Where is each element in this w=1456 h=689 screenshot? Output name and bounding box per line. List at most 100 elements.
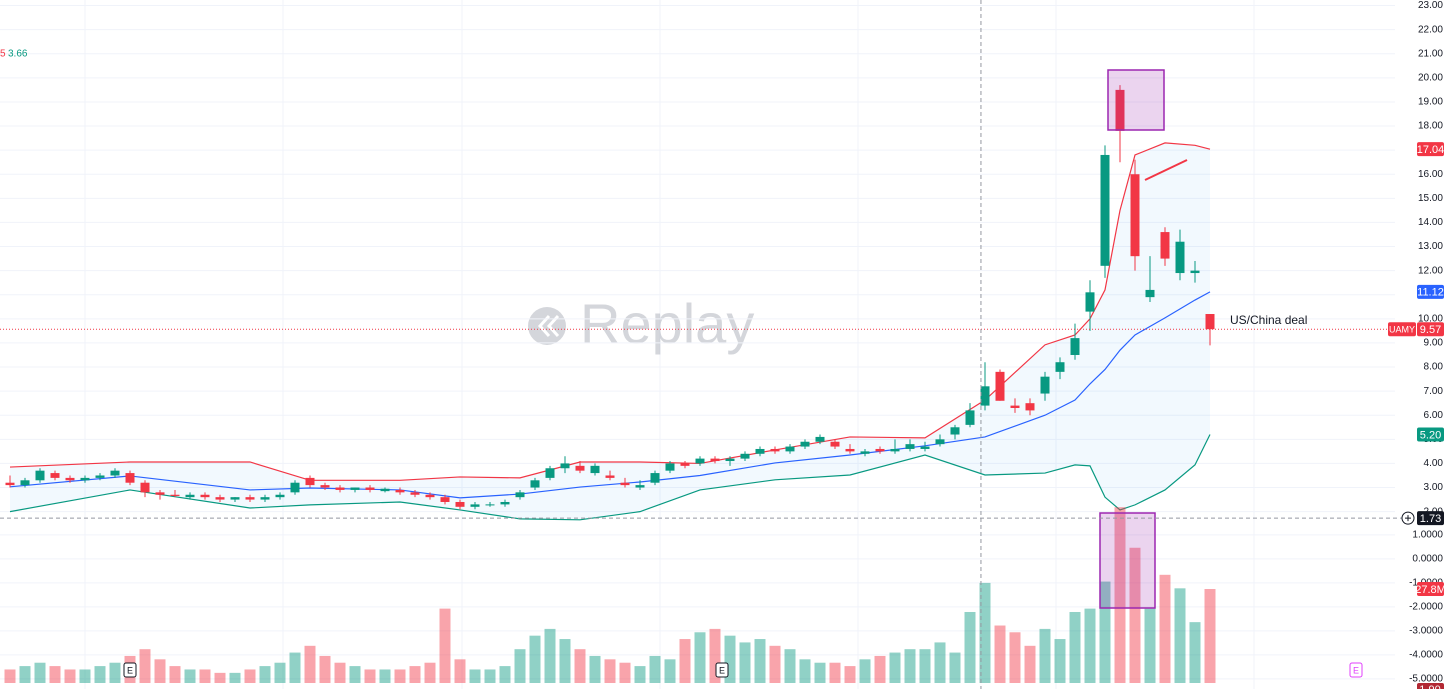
candle-body xyxy=(170,494,180,496)
volume-bar xyxy=(1069,611,1081,683)
highlight-box xyxy=(1107,69,1165,131)
trend-line xyxy=(1144,159,1188,181)
volume-bar xyxy=(934,642,946,683)
plot xyxy=(0,5,1395,683)
event-marker xyxy=(1349,662,1363,678)
candle-body xyxy=(830,441,840,447)
volume-bar xyxy=(499,666,511,683)
candle-body xyxy=(290,482,300,493)
volume-bar xyxy=(1174,588,1186,683)
volume-bar xyxy=(439,608,451,683)
volume-bar xyxy=(139,649,151,683)
volume-bar xyxy=(409,666,421,683)
volume-bar xyxy=(1084,608,1096,683)
volume-bar xyxy=(4,669,16,683)
volume-bar xyxy=(754,639,766,683)
candle-body xyxy=(620,482,630,486)
volume-bar xyxy=(19,666,31,683)
candle-body xyxy=(410,492,420,495)
candle-body xyxy=(485,504,495,506)
annotation: US/China deal xyxy=(1230,313,1307,327)
volume-bar xyxy=(1189,622,1201,683)
highlight-box xyxy=(1099,512,1156,609)
candle-body xyxy=(665,463,675,471)
volume-bar xyxy=(49,666,61,683)
y2-tick-label: 0.0000 xyxy=(1412,554,1443,565)
candle-body xyxy=(890,448,900,452)
candle-body xyxy=(245,497,255,500)
y-tick-label: 21.00 xyxy=(1418,48,1443,59)
candle-body xyxy=(515,492,525,498)
candle-body xyxy=(110,470,120,476)
candle-body xyxy=(155,492,165,495)
candle-body xyxy=(920,446,930,449)
candle-body xyxy=(680,463,690,466)
candle-body xyxy=(1205,314,1215,330)
symbol-tag xyxy=(1388,322,1416,337)
candle-body xyxy=(530,480,540,488)
volume-bar xyxy=(1144,608,1156,683)
y-tick-label: 15.00 xyxy=(1418,193,1443,204)
volume-bar xyxy=(514,649,526,683)
event-marker xyxy=(123,662,137,678)
crosshair-icon xyxy=(1405,515,1411,522)
volume-bar xyxy=(874,655,886,683)
volume-bar xyxy=(829,662,841,683)
volume-bar xyxy=(454,659,466,683)
candle-body xyxy=(470,504,480,507)
volume-bar xyxy=(919,649,931,683)
volume-bar xyxy=(634,666,646,683)
candle-body xyxy=(935,439,945,445)
volume-bar xyxy=(679,639,691,683)
candle-body xyxy=(575,465,585,471)
watermark: Replay xyxy=(528,292,754,355)
volume-bar xyxy=(394,669,406,683)
candle-body xyxy=(1175,241,1185,274)
volume-bar xyxy=(544,628,556,683)
price-tag-label: 9.57 xyxy=(1420,324,1441,336)
price-tag-label: 5.20 xyxy=(1420,429,1441,441)
volume-bar xyxy=(229,672,241,683)
y-tick-label: 23.00 xyxy=(1418,0,1443,11)
candle-body xyxy=(140,482,150,493)
band-lower xyxy=(9,434,1211,521)
candle-body xyxy=(650,473,660,483)
price-tag xyxy=(1417,683,1444,689)
candle-body xyxy=(50,473,60,478)
event-marker-label: E xyxy=(127,665,133,675)
candle-body xyxy=(740,453,750,459)
volume-bar xyxy=(289,652,301,683)
volume-bar xyxy=(724,635,736,683)
y-tick-label: 14.00 xyxy=(1418,217,1443,228)
candle-body xyxy=(215,497,225,500)
price-tag-label: 1.73 xyxy=(1420,513,1441,525)
candle-body xyxy=(335,487,345,490)
volume-bar xyxy=(1024,645,1036,683)
price-tag-label: 17.04 xyxy=(1417,144,1445,156)
candle-body xyxy=(590,465,600,474)
candle-body xyxy=(365,487,375,490)
volume-bar xyxy=(949,652,961,683)
volume-bar xyxy=(799,659,811,683)
y-tick-label: 10.00 xyxy=(1418,313,1443,324)
candle-body xyxy=(980,386,990,406)
y-tick-label: 6.00 xyxy=(1424,410,1444,421)
volume-bar xyxy=(274,662,286,683)
volume-bar xyxy=(1114,507,1126,683)
candle-body xyxy=(1055,362,1065,372)
legend-value: 5 xyxy=(0,49,6,60)
volume-bar xyxy=(1159,574,1171,683)
candle-body xyxy=(905,444,915,449)
volume-bar xyxy=(889,652,901,683)
candle-body xyxy=(275,494,285,498)
candle-body xyxy=(995,371,1005,401)
y-tick-label: 18.00 xyxy=(1418,121,1443,132)
candle-body xyxy=(80,477,90,481)
volume-bar xyxy=(859,659,871,683)
volume-bar xyxy=(1129,547,1141,683)
candle-body xyxy=(380,488,390,492)
volume-bar xyxy=(814,662,826,683)
candle-body xyxy=(305,477,315,486)
volume-bar xyxy=(244,669,256,683)
